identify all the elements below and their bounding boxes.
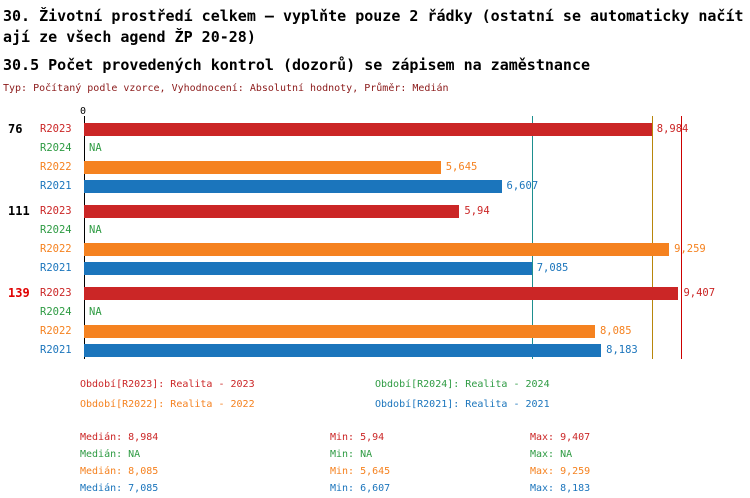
- stat-max-r2022: Max: 9,259: [530, 466, 591, 477]
- bar-r2021: [84, 179, 502, 193]
- chart-row: 139 R2023 9,407: [0, 284, 750, 302]
- axis-zero-label: 0: [80, 106, 87, 117]
- series-label: R2023: [40, 287, 72, 299]
- stat-max-r2023: Max: 9,407: [530, 432, 591, 443]
- chart-rows: 76 R2023 8,984 R2024 NA R2022 5,645 R2021 6,607 1…: [0, 120, 750, 359]
- chart-row: 76 R2023 8,984: [0, 120, 750, 138]
- chart-group: 76 R2023 8,984 R2024 NA R2022 5,645 R2021 6,607: [0, 120, 750, 195]
- stat-min-r2023: Min: 5,94: [330, 432, 385, 443]
- chart-meta-line: Typ: Počítaný podle vzorce, Vyhodnocení:…: [3, 83, 449, 94]
- chart-header: 30. Životní prostředí celkem – vyplňte p…: [0, 0, 750, 95]
- bar-r2021: [84, 343, 602, 357]
- bar-track: NA: [84, 221, 750, 239]
- bar-r2023: [84, 122, 652, 136]
- bar-r2023: [84, 286, 679, 300]
- bar-value-label: NA: [89, 142, 102, 154]
- stats-panel: Medián: 8,984 Min: 5,94 Max: 9,407 Mediá…: [80, 429, 750, 497]
- chart-row: 111 R2023 5,94: [0, 202, 750, 220]
- legend-item-r2023: Období[R2023]: Realita - 2023: [80, 379, 255, 390]
- bar-value-label: NA: [89, 306, 102, 318]
- stat-median-r2024: Medián: NA: [80, 449, 141, 460]
- bar-value-label: 9,407: [683, 287, 716, 299]
- bar-value-label: 8,085: [599, 325, 632, 337]
- bar-track: 6,607: [84, 177, 750, 195]
- chart-subtitle: 30.5 Počet provedených kontrol (dozorů) …: [3, 56, 590, 74]
- stat-min-r2024: Min: NA: [330, 449, 373, 460]
- bar-value-label: 8,984: [656, 123, 689, 135]
- chart-group: 139 R2023 9,407 R2024 NA R2022 8,085 R2021 8,183: [0, 284, 750, 359]
- stat-max-r2024: Max: NA: [530, 449, 573, 460]
- series-label: R2022: [40, 243, 72, 255]
- chart-row: R2021 7,085: [0, 259, 750, 277]
- stat-min-r2022: Min: 5,645: [330, 466, 391, 477]
- series-label: R2024: [40, 142, 72, 154]
- chart-row: R2024 NA: [0, 221, 750, 239]
- bar-track: 9,259: [84, 240, 750, 258]
- bar-chart: 0 76 R2023 8,984 R2024 NA R2022 5,645 R2021 6,60…: [0, 105, 750, 359]
- bar-r2021: [84, 261, 532, 275]
- bar-track: NA: [84, 139, 750, 157]
- series-label: R2022: [40, 161, 72, 173]
- bar-track: 8,183: [84, 341, 750, 359]
- group-id-label: 139: [8, 286, 30, 300]
- chart-row: R2024 NA: [0, 139, 750, 157]
- series-label: R2024: [40, 224, 72, 236]
- bar-value-label: 9,259: [674, 243, 706, 255]
- bar-value-label: 5,94: [464, 205, 490, 217]
- series-label: R2023: [40, 205, 72, 217]
- legend-item-r2021: Období[R2021]: Realita - 2021: [375, 399, 550, 410]
- bar-r2023: [84, 204, 460, 218]
- bar-track: 8,984: [84, 120, 750, 138]
- group-id-label: 76: [8, 122, 23, 136]
- bar-track: 5,94: [84, 202, 750, 220]
- chart-row: R2022 5,645: [0, 158, 750, 176]
- bar-track: NA: [84, 303, 750, 321]
- chart-row: R2021 8,183: [0, 341, 750, 359]
- bar-value-label: NA: [89, 224, 102, 236]
- page-title: 30. Životní prostředí celkem – vyplňte p…: [3, 7, 744, 46]
- bar-r2022: [84, 324, 595, 338]
- stat-median-r2022: Medián: 8,085: [80, 466, 159, 477]
- chart-row: R2022 8,085: [0, 322, 750, 340]
- chart-group: 111 R2023 5,94 R2024 NA R2022 9,259 R2021 7,085: [0, 202, 750, 277]
- stat-min-r2021: Min: 6,607: [330, 483, 391, 494]
- bar-r2022: [84, 242, 670, 256]
- bar-value-label: 8,183: [606, 344, 638, 356]
- series-label: R2023: [40, 123, 72, 135]
- chart-row: R2021 6,607: [0, 177, 750, 195]
- bar-value-label: 5,645: [445, 161, 478, 173]
- stat-median-r2021: Medián: 7,085: [80, 483, 159, 494]
- chart-row: R2022 9,259: [0, 240, 750, 258]
- chart-plot-area: 76 R2023 8,984 R2024 NA R2022 5,645 R2021 6,607 1…: [0, 116, 750, 359]
- bar-value-label: 7,085: [536, 262, 569, 274]
- bar-value-label: 6,607: [506, 180, 539, 192]
- series-label: R2024: [40, 306, 72, 318]
- group-id-label: 111: [8, 204, 30, 218]
- legend: Období[R2023]: Realita - 2023 Období[R20…: [80, 375, 750, 415]
- bar-r2022: [84, 160, 441, 174]
- legend-item-r2022: Období[R2022]: Realita - 2022: [80, 399, 255, 410]
- bar-track: 9,407: [84, 284, 750, 302]
- series-label: R2022: [40, 325, 72, 337]
- stat-median-r2023: Medián: 8,984: [80, 432, 159, 443]
- legend-item-r2024: Období[R2024]: Realita - 2024: [375, 379, 550, 390]
- series-label: R2021: [40, 262, 72, 274]
- bar-track: 8,085: [84, 322, 750, 340]
- bar-track: 5,645: [84, 158, 750, 176]
- series-label: R2021: [40, 344, 72, 356]
- series-label: R2021: [40, 180, 72, 192]
- chart-row: R2024 NA: [0, 303, 750, 321]
- stat-max-r2021: Max: 8,183: [530, 483, 591, 494]
- bar-track: 7,085: [84, 259, 750, 277]
